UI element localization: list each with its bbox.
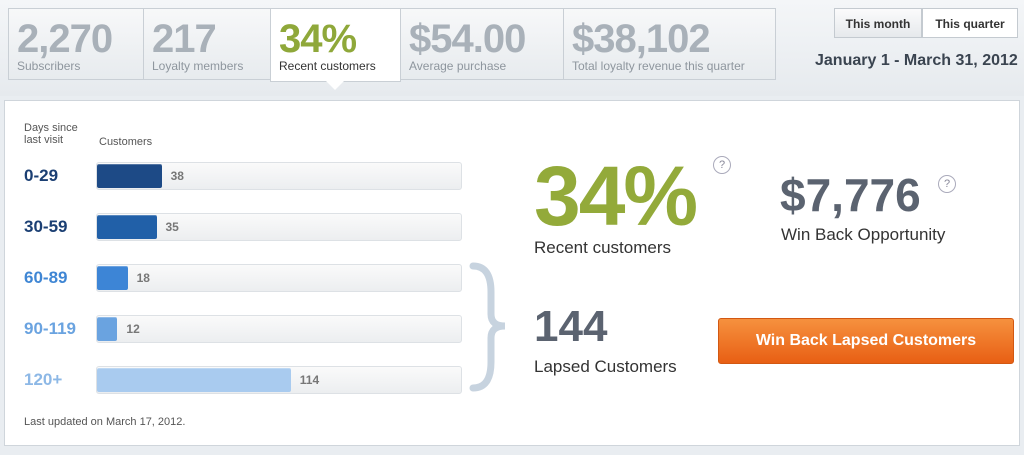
win-back-label: Win Back Opportunity <box>781 225 946 244</box>
category-label: 0-29 <box>24 166 59 185</box>
value-label: 12 <box>126 322 140 336</box>
bar <box>97 266 128 290</box>
stat-tab[interactable]: $54.00 Average purchase <box>400 8 564 80</box>
period-toggle[interactable]: This month <box>834 8 922 38</box>
period-toggle[interactable]: This quarter <box>922 8 1018 38</box>
bar <box>97 215 157 239</box>
lapsed-label: Lapsed Customers <box>534 357 677 376</box>
stat-value: $54.00 <box>409 17 526 61</box>
stat-value: 217 <box>152 17 217 61</box>
value-header: Customers <box>99 136 153 148</box>
category-header: Days since last visit <box>24 122 78 146</box>
stat-value: 2,270 <box>17 17 113 61</box>
bracket <box>469 262 506 392</box>
stat-tab[interactable]: 217 Loyalty members <box>143 8 271 80</box>
win-back-button[interactable]: Win Back Lapsed Customers <box>718 318 1014 364</box>
help-icon[interactable]: ? <box>938 175 956 193</box>
help-icon[interactable]: ? <box>713 156 731 174</box>
bar-track <box>96 264 462 292</box>
lapsed-value: 144 <box>534 302 608 351</box>
tab-pointer <box>326 81 344 90</box>
date-range: January 1 - March 31, 2012 <box>815 52 1018 69</box>
value-label: 114 <box>299 373 320 387</box>
stat-value: 34% <box>279 17 357 61</box>
value-label: 35 <box>165 220 179 234</box>
bar <box>97 368 291 392</box>
category-label: 90-119 <box>24 319 76 338</box>
stat-tab[interactable]: 34% Recent customers <box>270 8 401 82</box>
bar-track <box>96 213 462 241</box>
category-label: 60-89 <box>24 268 68 287</box>
category-label: 120+ <box>24 370 63 389</box>
stat-label: Total loyalty revenue this quarter <box>572 59 745 73</box>
stat-tab[interactable]: $38,102 Total loyalty revenue this quarte… <box>563 8 776 80</box>
stat-tab[interactable]: 2,270 Subscribers <box>8 8 144 80</box>
stat-label: Subscribers <box>17 59 81 73</box>
recent-value: 34% <box>534 149 698 243</box>
category-label: 30-59 <box>24 217 68 236</box>
footer: Last updated on March 17, 2012. <box>24 416 186 428</box>
stat-label: Average purchase <box>409 59 507 73</box>
bar <box>97 317 118 341</box>
stat-label: Recent customers <box>279 59 376 73</box>
stat-value: $38,102 <box>572 17 711 61</box>
stat-label: Loyalty members <box>152 59 244 73</box>
value-label: 38 <box>170 169 184 183</box>
value-label: 18 <box>136 271 150 285</box>
bar <box>97 164 162 188</box>
recent-label: Recent customers <box>534 238 671 257</box>
win-back-value: $7,776 <box>780 169 921 221</box>
bar-track <box>96 315 462 343</box>
